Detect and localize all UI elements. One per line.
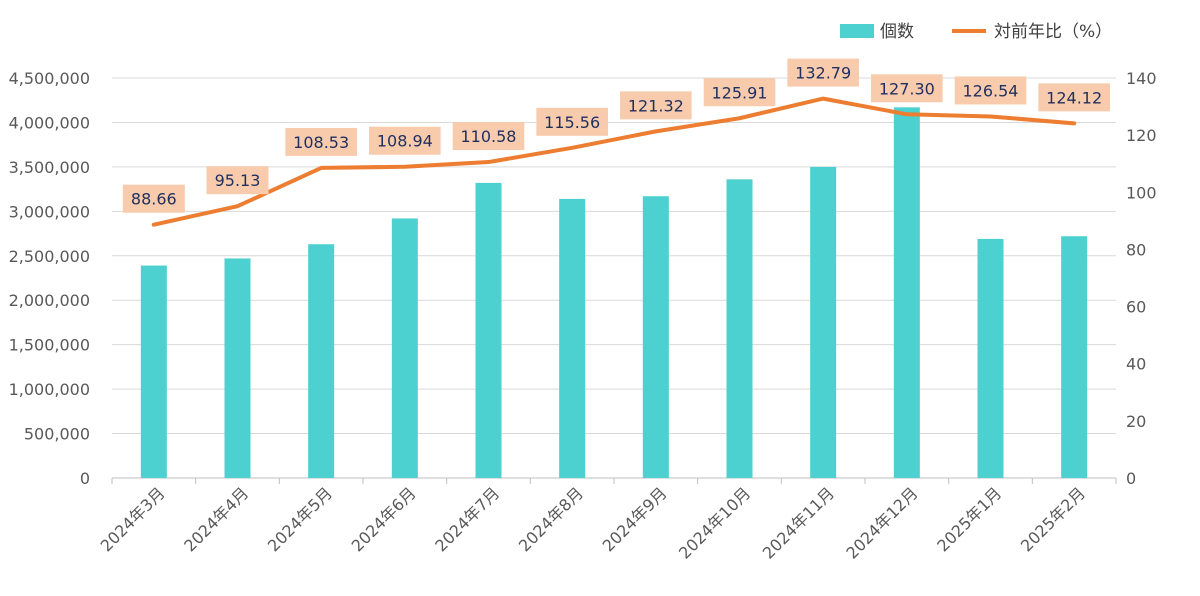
y-left-tick-label: 0 xyxy=(80,469,90,488)
y-left-tick-label: 2,000,000 xyxy=(9,291,90,310)
data-label-box xyxy=(787,58,859,87)
data-label: 108.53 xyxy=(293,133,349,152)
bar xyxy=(391,218,418,478)
legend: 個数 対前年比（%） xyxy=(840,22,1112,42)
bar xyxy=(893,107,920,478)
bar xyxy=(1061,236,1088,478)
y-left-tick-label: 1,000,000 xyxy=(9,380,90,399)
x-tick-label: 2024年4月 xyxy=(180,483,252,555)
x-tick-label: 2024年7月 xyxy=(431,483,503,555)
data-label: 110.58 xyxy=(461,127,517,146)
bar xyxy=(810,166,837,478)
data-label: 124.12 xyxy=(1046,88,1102,107)
bar xyxy=(224,258,251,478)
x-tick-label: 2024年9月 xyxy=(599,483,671,555)
data-label: 126.54 xyxy=(963,81,1019,100)
bar xyxy=(977,238,1004,478)
data-label: 125.91 xyxy=(712,83,768,102)
y-right-tick-label: 120 xyxy=(1126,126,1157,145)
y-right-tick-label: 40 xyxy=(1126,355,1146,374)
data-label-box xyxy=(1038,83,1110,112)
y-right-tick-label: 80 xyxy=(1126,240,1146,259)
x-tick-label: 2024年6月 xyxy=(348,483,420,555)
legend-label-line: 対前年比（%） xyxy=(994,22,1112,42)
x-tick-label: 2024年10月 xyxy=(675,483,754,562)
x-tick-label: 2024年5月 xyxy=(264,483,336,555)
data-labels: 88.66 95.13 108.53 108.94 110.58 115.56 121.32… xyxy=(122,58,1110,213)
bar xyxy=(140,265,167,478)
x-tick-label: 2025年1月 xyxy=(933,483,1005,555)
bar xyxy=(726,179,753,479)
data-label: 132.79 xyxy=(795,64,851,83)
data-label-box xyxy=(954,76,1027,105)
data-label-box xyxy=(871,74,943,103)
y-right-tick-label: 100 xyxy=(1126,183,1157,202)
y-right-tick-label: 0 xyxy=(1126,469,1136,488)
line-series-path xyxy=(151,96,1077,227)
data-label: 95.13 xyxy=(215,171,261,190)
x-tick-label: 2024年3月 xyxy=(97,483,169,555)
y-right-tick-label: 20 xyxy=(1126,412,1146,431)
data-label: 127.30 xyxy=(879,79,935,98)
bar-series xyxy=(140,107,1088,479)
bar xyxy=(642,196,669,478)
line-series xyxy=(151,96,1077,227)
bar xyxy=(559,198,586,478)
data-label: 115.56 xyxy=(544,113,600,132)
x-tick-label: 2024年8月 xyxy=(515,483,587,555)
data-label-box xyxy=(369,126,441,155)
y-right-tick-label: 140 xyxy=(1126,69,1157,88)
data-label-box xyxy=(285,127,357,156)
data-label: 121.32 xyxy=(628,96,684,115)
data-label: 108.94 xyxy=(377,132,433,151)
bar xyxy=(475,182,502,478)
y-left-tick-label: 4,000,000 xyxy=(9,113,90,132)
x-tick-label: 2025年2月 xyxy=(1017,483,1089,555)
y-left-tick-label: 3,000,000 xyxy=(9,202,90,221)
gridlines xyxy=(112,77,1116,479)
y-right-tick-label: 60 xyxy=(1126,298,1146,317)
y-left-tick-label: 1,500,000 xyxy=(9,336,90,355)
legend-swatch-bars xyxy=(840,24,874,38)
y-left-tick-label: 2,500,000 xyxy=(9,247,90,266)
y-left-tick-label: 500,000 xyxy=(24,425,90,444)
x-tick-label: 2024年12月 xyxy=(842,483,921,562)
data-label-box xyxy=(536,107,608,136)
x-tick-label: 2024年11月 xyxy=(759,483,838,562)
data-label-box xyxy=(703,78,776,107)
y-left-tick-label: 3,500,000 xyxy=(9,158,90,177)
bar xyxy=(308,244,335,478)
data-label-box xyxy=(620,91,692,120)
data-label-box xyxy=(452,122,525,151)
y-left-tick-label: 4,500,000 xyxy=(9,69,90,88)
data-label: 88.66 xyxy=(131,190,177,209)
data-label-box xyxy=(206,166,269,195)
data-label-box xyxy=(122,184,185,213)
legend-label-bars: 個数 xyxy=(880,22,914,42)
